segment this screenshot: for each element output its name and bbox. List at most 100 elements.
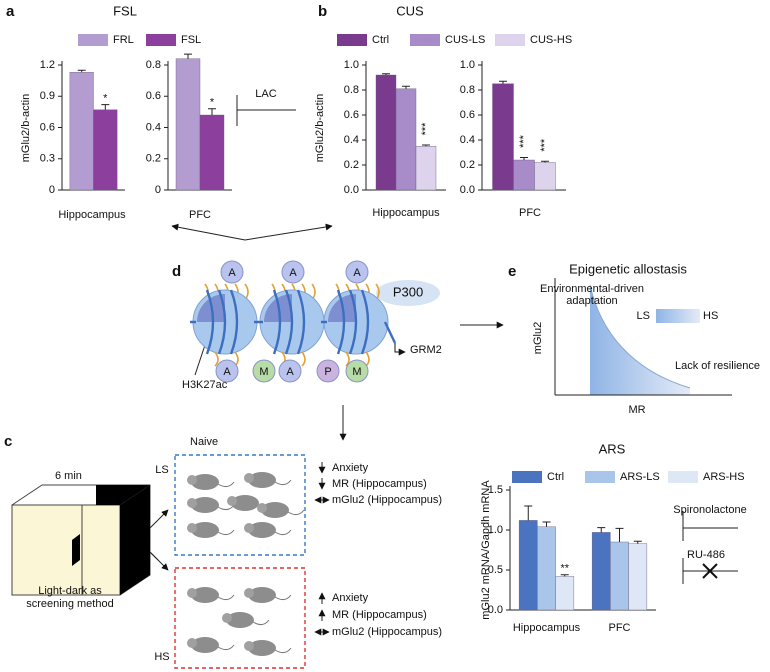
mouse-tail [274, 529, 292, 536]
histone-mark [252, 359, 276, 383]
light-side [11, 504, 83, 596]
screening-diagram: 6 min Light-dark as screening method Nai… [11, 436, 747, 669]
bar [492, 83, 514, 191]
dark-top [96, 485, 150, 505]
y-tick-label: 1.5 [488, 484, 503, 496]
effect-label: MR (Hippocampus) [332, 478, 427, 490]
effect-label: mGlu2 (Hippocampus) [332, 494, 442, 506]
legend-swatch [146, 34, 176, 46]
legend-swatch [337, 34, 367, 46]
y-tick-label: 0.6 [460, 109, 475, 121]
p300-blob [376, 280, 440, 306]
histone-mark-label: A [223, 366, 231, 378]
bar [93, 109, 118, 191]
error-bar [615, 527, 624, 542]
y-tick-label: 0.5 [488, 564, 503, 576]
histone-mark [316, 359, 340, 383]
significance-label: ** [560, 563, 569, 575]
error-bar [77, 69, 86, 73]
mouse-body [248, 472, 276, 488]
error-bar [597, 527, 606, 533]
error-bar [499, 80, 507, 84]
mouse-body [261, 502, 289, 518]
y-tick-label: 0.8 [460, 84, 475, 96]
chart-title: FSL [113, 3, 137, 18]
dna-wrap [284, 289, 294, 355]
panel-label: e [508, 263, 516, 280]
histone-mark [281, 260, 305, 284]
x-tick-label: PFC [609, 622, 631, 634]
panel-label: b [318, 3, 327, 20]
allostasis-diagram: Epigenetic allostasis Environmental-driv… [532, 261, 760, 415]
effect-label: mGlu2 (Hippocampus) [332, 626, 442, 638]
panel-label: a [6, 3, 15, 20]
chart-title: ARS [599, 441, 626, 456]
histone-mark-label: M [352, 366, 361, 378]
light-side-2 [81, 504, 121, 596]
lac-inhibition: LAC [236, 88, 296, 126]
error-bar [184, 53, 192, 59]
block-cross [702, 563, 718, 579]
mouse-tail [274, 647, 292, 654]
method-label: screening method [26, 598, 113, 610]
dna-wrap [336, 289, 346, 355]
histone-mark-label: P [324, 366, 331, 378]
y-tick-label: 0.0 [460, 184, 475, 196]
y-tick-label: 0.6 [146, 90, 161, 102]
error-bar [208, 108, 216, 115]
histone-mark-label: A [353, 267, 361, 279]
legend-label: HS [703, 310, 718, 322]
treatment-label: RU-486 [687, 549, 725, 561]
y-tick-label: 0.6 [40, 121, 55, 133]
legend-swatch [495, 34, 525, 46]
y-axis-label: mGlu2 [532, 322, 544, 354]
bar [534, 162, 556, 191]
x-axis-label: Hippocampus [372, 207, 440, 219]
mouse-body [226, 612, 254, 628]
x-axis-label: PFC [189, 209, 211, 221]
dna-wrap [296, 289, 306, 355]
y-tick-label: 0.3 [40, 153, 55, 165]
error-bar [422, 144, 430, 147]
x-axis-label: Hippocampus [58, 209, 126, 221]
y-tick-label: 0.9 [40, 90, 55, 102]
bar [395, 88, 417, 191]
legend-swatch [512, 471, 542, 483]
legend-swatch [656, 309, 700, 323]
dna-wrap [205, 289, 215, 355]
chromatin-diagram: P300 GRM2 H3K27ac A A A A M A P M [182, 260, 442, 391]
y-tick-label: 0.4 [146, 121, 161, 133]
y-tick-label: 0 [155, 184, 161, 196]
legend-swatch [668, 471, 698, 483]
y-tick-label: 1.0 [488, 524, 503, 536]
dna-linker [190, 320, 397, 344]
y-tick-label: 0.2 [344, 159, 359, 171]
allostasis-curve [589, 284, 691, 389]
group-label: LS [155, 464, 168, 476]
legend-label: CUS-HS [530, 34, 572, 46]
error-bar [560, 574, 569, 577]
mouse-head [257, 503, 267, 513]
error-bar [524, 505, 533, 521]
histone-mark-label: A [286, 366, 294, 378]
arrows [137, 223, 504, 571]
dna-wrap [217, 289, 227, 355]
mouse-body [231, 495, 259, 511]
histone-mark [345, 359, 369, 383]
mouse-body [191, 497, 219, 513]
y-axis-label: mGlu2/b-actin [314, 94, 326, 162]
duration-label: 6 min [55, 470, 82, 482]
mouse-tail [252, 619, 270, 626]
bar [415, 146, 437, 191]
legend-label: FSL [181, 34, 201, 46]
bar [69, 72, 94, 191]
error-bar [541, 160, 549, 163]
bar [175, 58, 201, 191]
adaptation-label: adaptation [566, 295, 617, 307]
dna-wrap [348, 289, 358, 355]
effect-label: Anxiety [332, 592, 369, 604]
mouse-body [191, 474, 219, 490]
error-bar [101, 104, 110, 110]
mouse-tail [287, 509, 305, 516]
